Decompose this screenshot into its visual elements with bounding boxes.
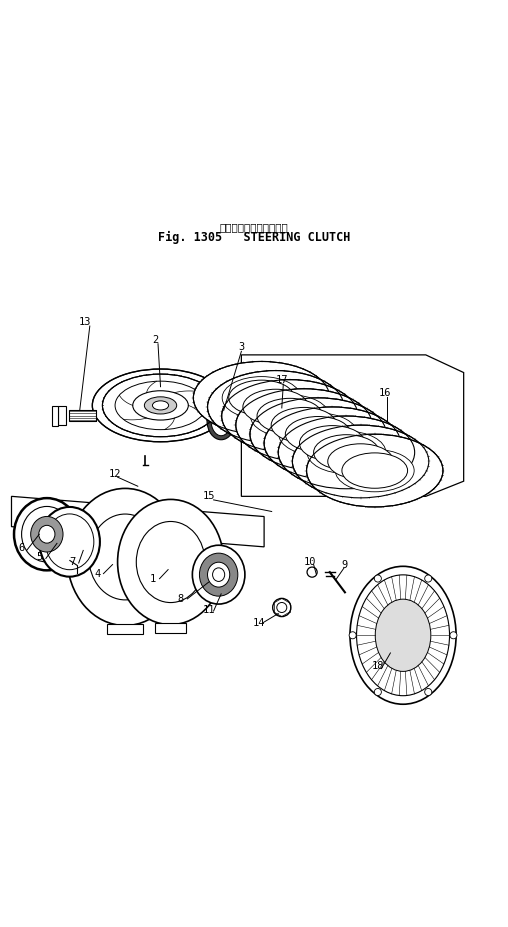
Ellipse shape xyxy=(357,575,450,695)
Ellipse shape xyxy=(117,500,224,625)
Ellipse shape xyxy=(293,425,429,498)
Ellipse shape xyxy=(257,399,323,434)
Circle shape xyxy=(425,575,432,582)
Text: 13: 13 xyxy=(79,317,91,327)
Ellipse shape xyxy=(207,401,235,439)
Ellipse shape xyxy=(306,434,443,507)
Circle shape xyxy=(277,603,287,613)
Ellipse shape xyxy=(152,400,169,410)
Ellipse shape xyxy=(71,533,99,564)
Ellipse shape xyxy=(328,444,393,479)
Ellipse shape xyxy=(212,568,225,581)
Ellipse shape xyxy=(67,489,183,626)
Text: Fig. 1305   STEERING CLUTCH: Fig. 1305 STEERING CLUTCH xyxy=(158,231,350,244)
Ellipse shape xyxy=(221,380,358,452)
Ellipse shape xyxy=(39,526,55,543)
Ellipse shape xyxy=(307,431,386,474)
Ellipse shape xyxy=(30,516,63,552)
Ellipse shape xyxy=(136,522,205,603)
Text: 18: 18 xyxy=(371,661,384,670)
Ellipse shape xyxy=(115,381,206,429)
Text: 3: 3 xyxy=(238,342,244,352)
Ellipse shape xyxy=(313,435,379,470)
Bar xyxy=(155,623,186,633)
Circle shape xyxy=(273,599,291,616)
Ellipse shape xyxy=(350,566,456,705)
Circle shape xyxy=(450,631,457,639)
Ellipse shape xyxy=(194,362,330,434)
Text: 15: 15 xyxy=(202,491,215,502)
Ellipse shape xyxy=(208,562,230,587)
Ellipse shape xyxy=(342,453,407,489)
Ellipse shape xyxy=(279,413,358,455)
Ellipse shape xyxy=(300,425,365,461)
Text: 16: 16 xyxy=(379,387,392,398)
Text: 12: 12 xyxy=(109,469,121,478)
Text: 14: 14 xyxy=(253,617,265,628)
Text: 6: 6 xyxy=(18,543,25,553)
Text: 7: 7 xyxy=(69,557,75,567)
Ellipse shape xyxy=(222,376,301,419)
Ellipse shape xyxy=(229,380,295,415)
Ellipse shape xyxy=(271,408,337,443)
Ellipse shape xyxy=(103,375,218,437)
Ellipse shape xyxy=(89,514,162,600)
Text: 11: 11 xyxy=(202,605,215,615)
Text: 9: 9 xyxy=(342,560,348,569)
Ellipse shape xyxy=(14,498,80,570)
Ellipse shape xyxy=(236,388,372,462)
Bar xyxy=(69,410,97,421)
Text: 2: 2 xyxy=(152,335,158,345)
Ellipse shape xyxy=(133,391,188,420)
Text: 17: 17 xyxy=(275,375,288,385)
Ellipse shape xyxy=(250,395,329,438)
Ellipse shape xyxy=(45,514,94,570)
Circle shape xyxy=(349,631,356,639)
Ellipse shape xyxy=(208,371,344,443)
Circle shape xyxy=(307,567,317,578)
Ellipse shape xyxy=(200,553,238,596)
Bar xyxy=(52,405,58,425)
Bar xyxy=(58,406,66,425)
Text: 10: 10 xyxy=(303,557,316,567)
Ellipse shape xyxy=(144,397,177,414)
Circle shape xyxy=(374,575,382,582)
Text: 1: 1 xyxy=(150,574,156,584)
Ellipse shape xyxy=(39,507,100,577)
Circle shape xyxy=(425,689,432,695)
Ellipse shape xyxy=(193,545,245,604)
Text: 4: 4 xyxy=(94,568,101,578)
Bar xyxy=(108,624,143,634)
Ellipse shape xyxy=(211,405,231,436)
Ellipse shape xyxy=(278,416,415,489)
Ellipse shape xyxy=(335,450,414,492)
Ellipse shape xyxy=(264,407,400,479)
Ellipse shape xyxy=(250,398,387,471)
Ellipse shape xyxy=(22,506,72,562)
Polygon shape xyxy=(12,496,264,547)
Ellipse shape xyxy=(285,416,351,451)
Ellipse shape xyxy=(92,369,229,442)
Polygon shape xyxy=(241,355,464,496)
Text: 8: 8 xyxy=(178,594,184,603)
Text: 5: 5 xyxy=(36,552,42,562)
Ellipse shape xyxy=(375,599,431,671)
Circle shape xyxy=(374,689,382,695)
Ellipse shape xyxy=(243,389,308,425)
Text: ステアリング　クラッチ: ステアリング クラッチ xyxy=(219,222,289,232)
